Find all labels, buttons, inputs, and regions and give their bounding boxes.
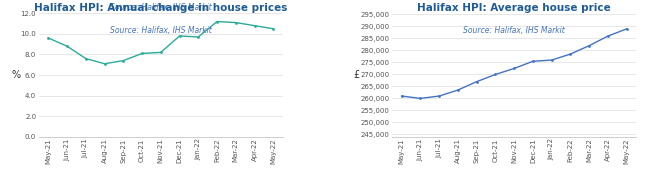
Y-axis label: £: £ [353, 70, 360, 80]
Title: Halifax HPI: Annual change in house prices: Halifax HPI: Annual change in house pric… [34, 3, 288, 13]
Text: Source: Halifax, IHS Markit: Source: Halifax, IHS Markit [463, 26, 565, 35]
Y-axis label: %: % [12, 70, 21, 80]
Text: Source: Halifax, IHS Markit: Source: Halifax, IHS Markit [110, 3, 212, 12]
Title: Halifax HPI: Average house price: Halifax HPI: Average house price [417, 3, 611, 13]
Text: Source: Halifax, IHS Markit: Source: Halifax, IHS Markit [110, 26, 212, 35]
